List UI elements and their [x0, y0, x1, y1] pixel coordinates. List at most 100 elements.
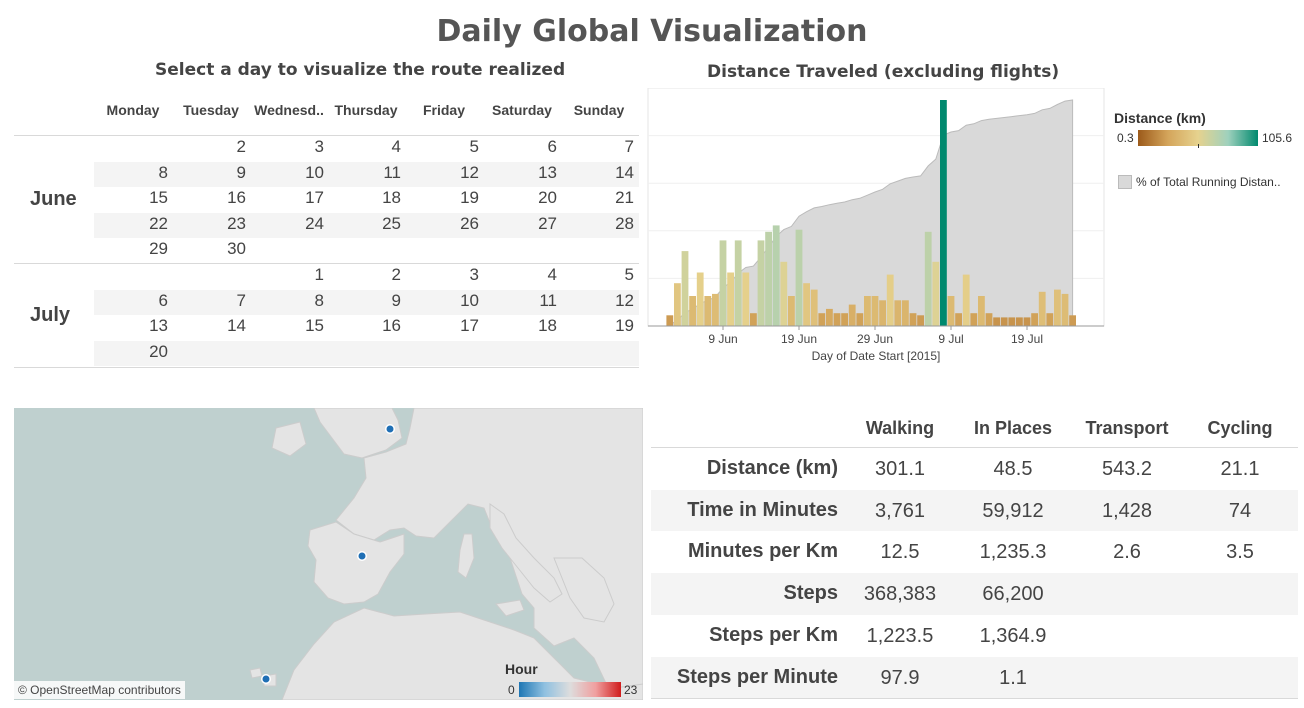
calendar-day[interactable]: 11	[539, 290, 557, 310]
calendar-day[interactable]: 5	[624, 265, 634, 284]
bar[interactable]	[803, 283, 810, 326]
bar[interactable]	[1031, 313, 1038, 326]
bar[interactable]	[1046, 313, 1054, 326]
calendar-day[interactable]: 20	[538, 188, 557, 208]
calendar-day[interactable]: 12	[615, 290, 634, 310]
bar[interactable]	[902, 300, 909, 326]
calendar-day[interactable]: 16	[382, 316, 401, 336]
map-attribution[interactable]: © OpenStreetMap contributors	[14, 681, 185, 699]
calendar-day[interactable]: 2	[391, 265, 401, 284]
bar[interactable]	[727, 272, 734, 327]
bar[interactable]	[674, 283, 681, 326]
bar[interactable]	[1038, 291, 1046, 326]
area-legend-swatch[interactable]	[1118, 175, 1132, 189]
calendar-day[interactable]: 19	[615, 316, 634, 336]
calendar-day[interactable]: 18	[382, 188, 401, 208]
bar[interactable]	[932, 261, 940, 326]
calendar-day[interactable]: 9	[391, 290, 401, 310]
calendar-day[interactable]: 24	[305, 213, 324, 233]
bar[interactable]	[742, 272, 750, 327]
calendar-day[interactable]: 1	[314, 265, 324, 284]
bar[interactable]	[985, 313, 993, 326]
calendar-day[interactable]: 5	[469, 137, 479, 156]
bar[interactable]	[947, 296, 955, 326]
bar[interactable]	[1016, 317, 1023, 326]
bar[interactable]	[1023, 317, 1031, 326]
calendar-day[interactable]: 17	[460, 316, 479, 336]
calendar-day[interactable]: 3	[469, 265, 479, 284]
calendar-day[interactable]: 22	[149, 213, 168, 233]
bar[interactable]	[818, 313, 826, 326]
calendar-day[interactable]: 13	[538, 162, 557, 182]
bar[interactable]	[750, 313, 757, 326]
bar[interactable]	[826, 308, 833, 326]
bar[interactable]	[1008, 317, 1016, 326]
bar[interactable]	[666, 315, 674, 326]
bar[interactable]	[864, 296, 871, 326]
bar[interactable]	[917, 315, 924, 326]
calendar-day[interactable]: 25	[382, 213, 401, 233]
bar[interactable]	[772, 225, 780, 326]
calendar-day[interactable]: 4	[391, 137, 401, 156]
calendar-day[interactable]: 3	[314, 137, 324, 156]
calendar-day[interactable]: 16	[227, 188, 246, 208]
calendar-day[interactable]: 27	[538, 213, 557, 233]
calendar-day[interactable]: 6	[158, 290, 168, 310]
route-map[interactable]	[14, 408, 643, 700]
calendar-day[interactable]: 28	[615, 213, 634, 233]
bar[interactable]	[1069, 315, 1076, 326]
bar[interactable]	[894, 300, 902, 326]
calendar-day[interactable]: 20	[149, 341, 168, 361]
bar[interactable]	[780, 261, 788, 326]
calendar-day[interactable]: 4	[547, 265, 557, 284]
bar[interactable]	[886, 274, 894, 326]
calendar-day[interactable]: 18	[538, 316, 557, 336]
calendar-day[interactable]: 17	[305, 188, 324, 208]
calendar-day[interactable]: 14	[615, 162, 634, 182]
calendar-day[interactable]: 8	[314, 290, 324, 310]
bar[interactable]	[940, 100, 947, 326]
calendar-day[interactable]: 15	[149, 188, 168, 208]
calendar-day[interactable]: 11	[383, 162, 401, 182]
color-legend-gradient[interactable]	[1138, 130, 1258, 146]
bar[interactable]	[924, 231, 932, 326]
calendar-day[interactable]: 9	[236, 162, 246, 182]
bar[interactable]	[833, 313, 841, 326]
calendar-day[interactable]: 15	[305, 316, 324, 336]
calendar-day[interactable]: 2	[236, 137, 246, 156]
bar[interactable]	[719, 240, 727, 326]
bar[interactable]	[734, 240, 742, 326]
calendar-day[interactable]: 19	[460, 188, 479, 208]
bar[interactable]	[1061, 293, 1069, 326]
bar[interactable]	[970, 313, 978, 326]
calendar-day[interactable]: 13	[149, 316, 168, 336]
bar[interactable]	[689, 296, 696, 326]
bar[interactable]	[757, 240, 765, 326]
calendar-day[interactable]: 29	[149, 239, 168, 259]
bar[interactable]	[712, 293, 719, 326]
bar[interactable]	[909, 313, 917, 326]
bar[interactable]	[879, 300, 886, 326]
calendar-day[interactable]: 7	[236, 290, 246, 310]
calendar-day[interactable]: 14	[227, 316, 246, 336]
calendar-day[interactable]: 30	[227, 239, 246, 259]
bar[interactable]	[955, 313, 962, 326]
bar[interactable]	[871, 296, 879, 326]
bar[interactable]	[765, 231, 772, 326]
bar[interactable]	[1054, 289, 1061, 326]
calendar-day[interactable]: 6	[547, 137, 557, 156]
bar[interactable]	[704, 296, 712, 326]
calendar-day[interactable]: 7	[624, 137, 634, 156]
bar[interactable]	[841, 313, 848, 326]
bar[interactable]	[848, 304, 856, 326]
bar[interactable]	[856, 313, 864, 326]
bar[interactable]	[788, 296, 795, 326]
hour-legend-gradient[interactable]	[519, 682, 621, 697]
bar[interactable]	[962, 274, 970, 326]
calendar-day[interactable]: 8	[158, 162, 168, 182]
calendar-day[interactable]: 26	[460, 213, 479, 233]
bar[interactable]	[978, 296, 985, 326]
calendar-day[interactable]: 21	[615, 188, 634, 208]
calendar-day[interactable]: 23	[227, 213, 246, 233]
calendar-day[interactable]: 10	[460, 290, 479, 310]
